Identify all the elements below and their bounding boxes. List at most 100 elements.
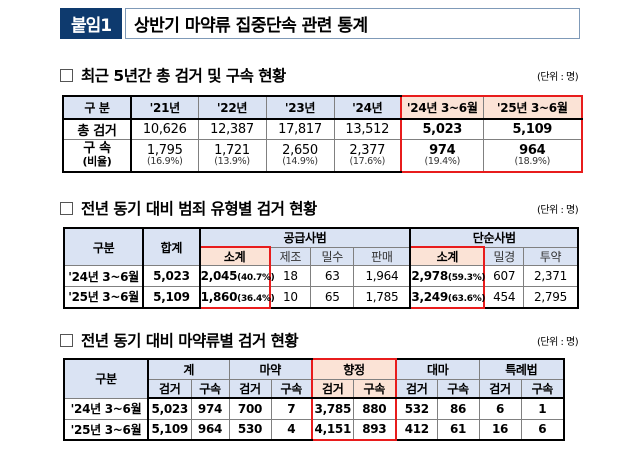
col-header-category: 구 분 — [62, 95, 132, 120]
col-header-psychotropics: 향정 — [311, 358, 398, 380]
cell-manufacture: 10 — [269, 286, 312, 309]
cell-cultivation: 607 — [483, 265, 524, 287]
section1-unit: (단위 : 명) — [537, 72, 579, 83]
checkbox-square-icon — [60, 333, 73, 347]
cell-value: 2,650 (14.9%) — [265, 139, 335, 173]
table-header-row: 구 분 '21년 '22년 '23년 '24년 '24년 3~6월 '25년 3… — [62, 95, 583, 120]
table-row: 총 검거 10,626 12,387 17,817 13,512 5,023 5… — [62, 118, 583, 140]
value: 2,045 — [200, 269, 238, 283]
col-header-category: 구분 — [63, 358, 149, 399]
table-subheader-row: 검거 구속 검거 구속 검거 구속 검거 구속 검거 구속 — [64, 378, 566, 399]
col-header-sales: 판매 — [353, 246, 412, 266]
cell-simple-subtotal: 2,978(59.3%) — [409, 265, 486, 287]
cell-value: 86 — [436, 397, 480, 420]
label-detentions: 구 속 — [83, 141, 111, 157]
table-row: '25년 3~6월 5,109 964 530 4 4,151 893 412 … — [63, 418, 566, 441]
cell-total: 5,023 — [142, 265, 201, 287]
col-header-cultivation: 밀경 — [483, 246, 524, 266]
col-header-smuggling: 밀수 — [310, 246, 355, 266]
cell-value: 7 — [270, 397, 313, 420]
value: 3,249 — [411, 289, 448, 304]
col-header-use: 투약 — [522, 246, 579, 266]
cell-value: 5,023 — [147, 397, 192, 420]
section2-heading: 전년 동기 대비 범죄 유형별 검거 현황 — [60, 197, 317, 219]
value: 2,650 — [282, 142, 318, 158]
table-header-row: 구분 합계 공급사범 단순사범 — [62, 227, 579, 266]
section3-unit: (단위 : 명) — [537, 337, 579, 348]
cell-value: 4 — [270, 418, 313, 441]
col-header-special-act: 특례법 — [478, 358, 566, 380]
value: 2,978 — [411, 269, 448, 283]
col-header-simple: 단순사범 — [409, 227, 579, 248]
pct: (13.9%) — [214, 155, 250, 167]
cell-total: 5,109 — [142, 286, 201, 309]
col-header-2022: '22년 — [197, 95, 267, 120]
pct: (40.7%) — [237, 273, 275, 283]
cell-use: 2,371 — [522, 265, 579, 287]
label-ratio: (비율) — [82, 155, 112, 169]
col-header-2024: '24년 — [333, 95, 402, 120]
cell-value: 974 (19.4%) — [400, 139, 484, 173]
col-header-2024-h1: '24년 3~6월 — [400, 95, 484, 120]
value: 1,860 — [200, 289, 238, 304]
table-row: '24년 3~6월 5,023 974 700 7 3,785 880 532 … — [63, 397, 566, 420]
section1-heading: 최근 5년간 총 검거 및 구속 현황 — [60, 64, 286, 86]
col-header-2021: '21년 — [130, 95, 199, 120]
annual-arrest-table: 구 분 '21년 '22년 '23년 '24년 '24년 3~6월 '25년 3… — [62, 95, 583, 173]
cell-value: 12,387 — [197, 118, 267, 140]
table-header-row: 구분 계 마약 향정 대마 특례법 — [63, 358, 566, 399]
cell-value: 17,817 — [265, 118, 335, 140]
cell-supply-subtotal: 1,860(36.4%) — [198, 286, 275, 309]
table-row: '25년 3~6월 5,109 1,860(36.4%) 10 65 1,785… — [62, 286, 579, 309]
col-header-total: 계 — [147, 358, 230, 380]
cell-simple-subtotal: 3,249(63.6%) — [409, 286, 486, 309]
cell-cultivation: 454 — [483, 286, 524, 309]
cell-value: 700 — [228, 397, 272, 420]
cell-value: 1,721 (13.9%) — [197, 139, 267, 173]
section1-title: 최근 5년간 총 검거 및 구속 현황 — [81, 67, 286, 85]
cell-value: 5,023 — [400, 118, 484, 140]
section3-heading: 전년 동기 대비 마약류별 검거 현황 — [60, 329, 299, 351]
cell-value: 10,626 — [130, 118, 199, 140]
cell-manufacture: 18 — [269, 265, 312, 287]
pct: (59.3%) — [447, 273, 486, 283]
section2-title: 전년 동기 대비 범죄 유형별 검거 현황 — [81, 200, 317, 218]
row-label-total-arrests: 총 검거 — [62, 118, 132, 140]
col-header-detentions: 구속 — [352, 378, 398, 399]
col-header-detentions: 구속 — [436, 378, 480, 399]
col-header-detentions: 구속 — [270, 378, 313, 399]
crime-type-table: 구분 합계 공급사범 단순사범 소계 제조 밀수 판매 소계 밀경 투약 '24… — [62, 227, 579, 309]
cell-value: 1,795 (16.9%) — [130, 139, 199, 173]
cell-supply-subtotal: 2,045(40.7%) — [198, 265, 275, 287]
value: 2,377 — [349, 142, 386, 158]
cell-value: 3,785 — [311, 397, 354, 420]
cell-value: 532 — [395, 397, 438, 420]
cell-value: 4,151 — [311, 418, 354, 441]
cell-value: 1 — [520, 397, 566, 420]
cell-smuggling: 63 — [310, 265, 355, 287]
cell-smuggling: 65 — [310, 286, 355, 309]
col-header-simple-subtotal: 소계 — [409, 246, 486, 266]
table-row: 구 속 (비율) 1,795 (16.9%) 1,721 (13.9%) 2,650… — [62, 139, 583, 173]
col-header-category: 구분 — [62, 227, 145, 266]
pct: (36.4%) — [237, 293, 275, 304]
cell-sales: 1,964 — [353, 265, 412, 287]
col-header-arrests: 검거 — [395, 378, 438, 399]
col-header-manufacture: 제조 — [269, 246, 312, 266]
checkbox-square-icon — [60, 201, 73, 215]
drug-type-table: 구분 계 마약 향정 대마 특례법 검거 구속 검거 구속 검거 구속 검거 구… — [63, 358, 566, 441]
col-header-narcotics: 마약 — [228, 358, 313, 380]
attachment-tag: 붙임1 — [60, 8, 122, 39]
col-header-arrests: 검거 — [147, 378, 192, 399]
row-label: '25년 3~6월 — [63, 418, 149, 441]
cell-value: 16 — [478, 418, 522, 441]
pct: (63.6%) — [447, 293, 486, 304]
pct: (18.9%) — [514, 155, 551, 167]
cell-sales: 1,785 — [353, 286, 412, 309]
cell-value: 893 — [352, 418, 398, 441]
col-header-2023: '23년 — [265, 95, 335, 120]
cell-value: 964 (18.9%) — [482, 139, 583, 173]
cell-value: 6 — [478, 397, 522, 420]
row-label-detentions: 구 속 (비율) — [62, 139, 132, 173]
table-subheader-row: 소계 제조 밀수 판매 소계 밀경 투약 — [64, 246, 579, 266]
